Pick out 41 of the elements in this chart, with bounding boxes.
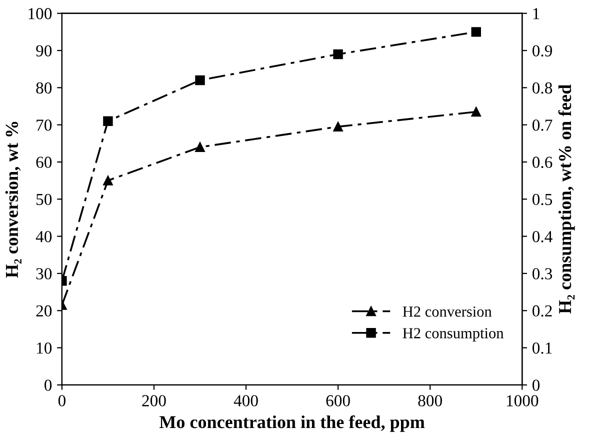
point [103, 116, 113, 126]
y-tick-label: 100 [28, 8, 52, 20]
y-tick-label: 0 [44, 380, 52, 391]
y2-tick-label: 0 [532, 380, 540, 391]
y2-axis-title: H₂ consumption, wt% on feed [558, 84, 575, 314]
y-tick-label: 70 [36, 120, 52, 131]
x-tick-label: 800 [418, 395, 442, 406]
y-tick-label: 50 [36, 194, 52, 206]
y-tick-label: 60 [36, 156, 52, 168]
y2-tick-label: 0.2 [532, 305, 552, 317]
x-axis-title: Mo concentration in the feed, ppm [159, 415, 425, 432]
x-tick-label: 400 [234, 395, 258, 406]
y-axis-title: H₂ conversion, wt % [5, 122, 22, 278]
point [471, 27, 481, 37]
point [471, 106, 481, 117]
y-tick-label: 20 [36, 305, 52, 317]
y2-tick-label: 1 [533, 8, 540, 20]
x-tick-label: 600 [326, 395, 350, 406]
x-tick-label: 0 [58, 395, 66, 406]
legend-label: H2 conversion [402, 306, 492, 317]
point [103, 176, 113, 186]
y2-tick-label: 0.5 [532, 194, 552, 206]
y2-tick-label: 0.6 [532, 156, 552, 168]
y-tick-label: 30 [36, 268, 52, 280]
y2-tick-label: 0.9 [532, 45, 552, 57]
y-tick-label: 40 [36, 230, 52, 242]
point [333, 49, 343, 60]
y-tick-label: 10 [37, 342, 52, 354]
legend-label: H2 consumption [402, 328, 504, 342]
y2-tick-label: 0.3 [532, 268, 552, 280]
y2-tick-label: 0.4 [532, 230, 552, 242]
point [333, 122, 343, 132]
y-tick-label: 80 [36, 82, 52, 94]
x-tick-label: 200 [142, 395, 166, 406]
y2-tick-label: 0.7 [532, 120, 552, 131]
point [195, 142, 205, 152]
y2-tick-label: 0.1 [532, 342, 552, 354]
point [195, 75, 205, 86]
x-tick-label: 1000 [506, 395, 538, 406]
y-tick-label: 90 [36, 45, 52, 56]
y2-tick-label: 0.8 [532, 82, 552, 94]
